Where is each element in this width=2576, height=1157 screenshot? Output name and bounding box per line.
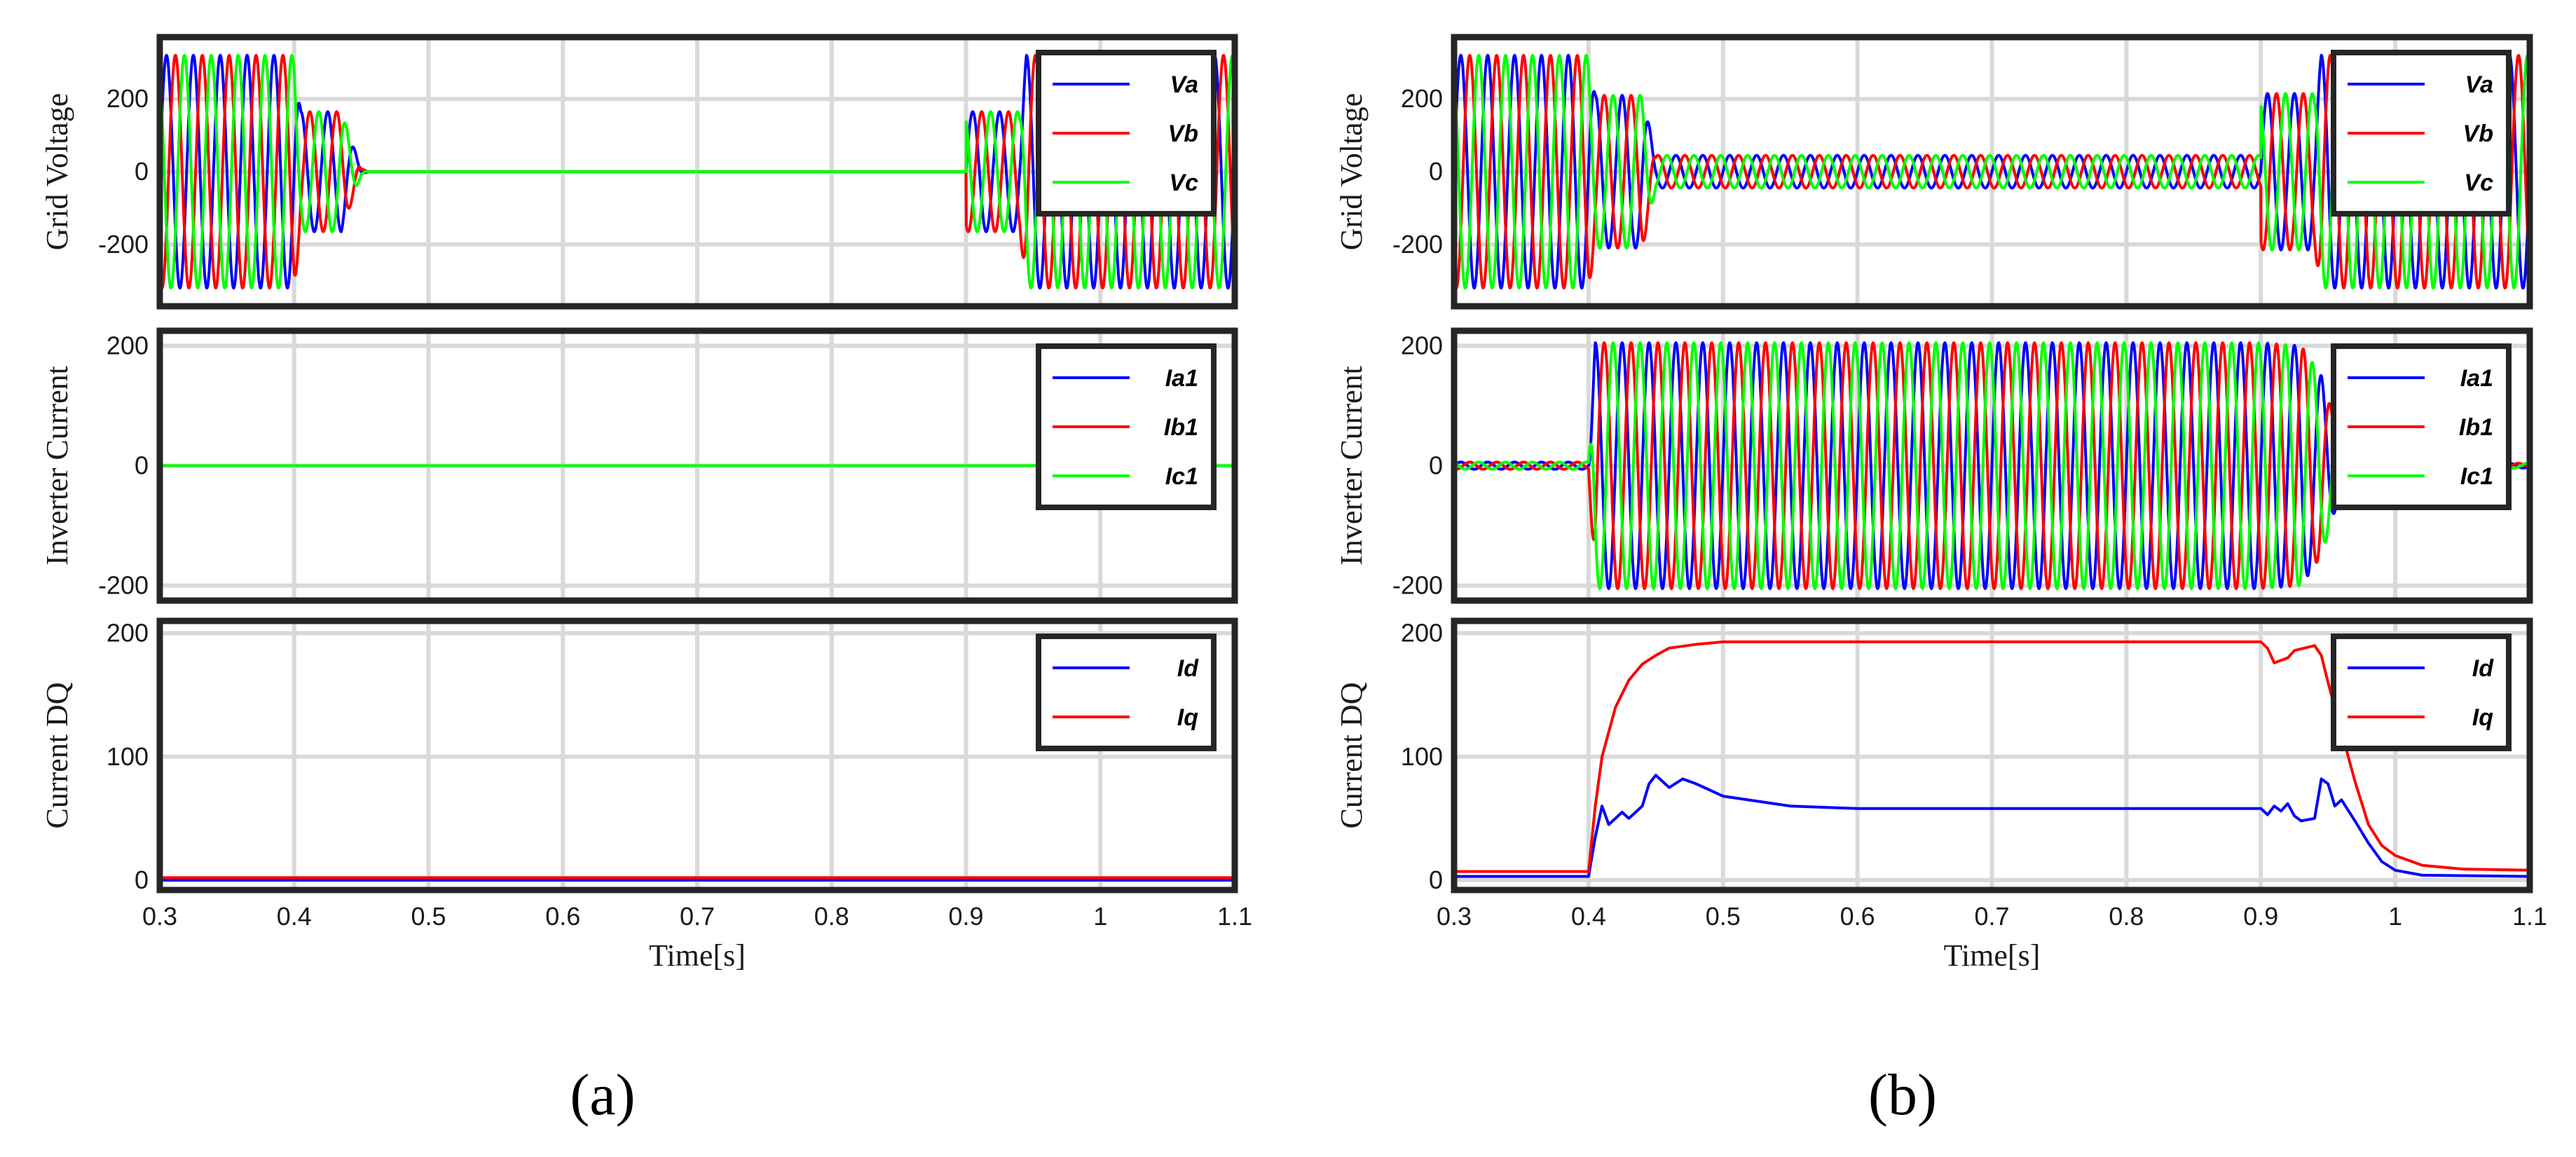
series-vc [1454, 54, 2530, 289]
y-tick-label: 200 [1401, 84, 1443, 113]
chart-b-1: 200 0 -200 Grid Voltage Va Vb Vc [1334, 34, 2533, 310]
axes-frame [156, 617, 1238, 894]
legend-label-id: Id [1177, 655, 1199, 682]
y-tick-label: 0 [135, 865, 149, 894]
legend-label-ic1: Ic1 [1165, 463, 1198, 490]
x-tick-label: 1.1 [1217, 902, 1252, 931]
y-tick-label: 200 [1401, 619, 1443, 648]
legend-box [2331, 634, 2512, 751]
legend-label-ib1: Ib1 [1164, 414, 1198, 441]
y-tick-label: 200 [107, 619, 149, 648]
plot-area [1454, 640, 2530, 878]
series-vc [160, 54, 1235, 289]
y-tick-label: -200 [98, 230, 149, 259]
legend: Ia1 Ib1 Ic1 [2331, 343, 2512, 510]
x-axis-label: Time[s] [1944, 938, 2041, 973]
y-axis-label: Current DQ [40, 682, 74, 828]
series-iq [1454, 640, 2530, 873]
legend-label-va: Va [1170, 71, 1198, 98]
legend-label-va: Va [2465, 71, 2493, 98]
panel-b: 200 0 -200 Grid Voltage Va Vb Vc 200 0 -200 Invert… [1334, 34, 2547, 973]
y-axis-label: Grid Voltage [40, 93, 74, 250]
legend-box [1036, 634, 1217, 751]
axes-frame [1451, 34, 2533, 310]
x-tick-label: 1 [1093, 902, 1107, 931]
legend-label-ia1: Ia1 [2460, 365, 2493, 392]
x-tick-label: 0.9 [2243, 902, 2278, 931]
y-tick-label: 200 [1401, 331, 1443, 360]
x-axis-label: Time[s] [649, 938, 746, 973]
x-tick-label: 0.4 [277, 902, 312, 931]
legend-label-vb: Vb [1168, 121, 1198, 147]
x-tick-label: 0.3 [1437, 902, 1472, 931]
panel-a: 200 0 -200 Grid Voltage Va Vb Vc 200 0 -200 Invert… [40, 34, 1252, 973]
legend: Va Vb Vc [1036, 50, 1217, 217]
y-tick-label: 0 [135, 157, 149, 186]
legend: Id Iq [2331, 634, 2512, 751]
y-axis-label: Grid Voltage [1334, 93, 1369, 250]
y-tick-label: 200 [107, 84, 149, 113]
x-tick-label: 0.7 [680, 902, 715, 931]
legend-label-vc: Vc [1169, 170, 1198, 196]
chart-a-1: 200 0 -200 Grid Voltage Va Vb Vc [40, 34, 1238, 310]
x-tick-label: 0.7 [1974, 902, 2009, 931]
y-axis-label: Inverter Current [40, 366, 74, 566]
x-tick-label: 0.4 [1571, 902, 1606, 931]
legend: Id Iq [1036, 634, 1217, 751]
x-tick-label: 0.9 [948, 902, 983, 931]
y-tick-label: 0 [1429, 157, 1443, 186]
axes-frame [156, 34, 1238, 310]
panel-label-b: (b) [1868, 1062, 1937, 1128]
y-tick-label: -200 [1392, 571, 1443, 600]
y-tick-label: -200 [98, 571, 149, 600]
panel-label-a: (a) [570, 1062, 635, 1128]
plot-area [160, 876, 1235, 882]
axes-frame [1451, 617, 2533, 894]
y-tick-label: 0 [135, 451, 149, 480]
chart-a-3: 200 100 0 0.3 0.4 0.5 0.6 0.7 0.8 0.9 1 1.1 Current … [40, 617, 1252, 973]
y-tick-label: 0 [1429, 451, 1443, 480]
legend-label-vc: Vc [2464, 170, 2493, 196]
x-tick-label: 0.3 [142, 902, 177, 931]
y-tick-label: -200 [1392, 230, 1443, 259]
x-tick-label: 0.5 [1706, 902, 1741, 931]
y-tick-label: 0 [1429, 865, 1443, 894]
axes-frame [1451, 327, 2533, 604]
x-tick-label: 1.1 [2512, 902, 2547, 931]
y-axis-label: Inverter Current [1334, 366, 1369, 566]
x-tick-label: 1 [2388, 902, 2402, 931]
axes-frame [156, 327, 1238, 604]
x-tick-label: 0.6 [545, 902, 580, 931]
legend-label-vb: Vb [2463, 121, 2493, 147]
legend: Va Vb Vc [2331, 50, 2512, 217]
x-tick-label: 0.5 [411, 902, 446, 931]
chart-a-2: 200 0 -200 Inverter Current Ia1 Ib1 Ic1 [40, 327, 1238, 604]
legend-label-ic1: Ic1 [2460, 463, 2493, 490]
x-tick-label: 0.8 [814, 902, 849, 931]
legend-label-iq: Iq [1177, 704, 1198, 731]
chart-b-3: 200 100 0 0.3 0.4 0.5 0.6 0.7 0.8 0.9 1 1.1 Current … [1334, 617, 2547, 973]
y-tick-label: 100 [1401, 742, 1443, 771]
legend-label-ia1: Ia1 [1165, 365, 1198, 392]
chart-b-2: 200 0 -200 Inverter Current Ia1 Ib1 Ic1 [1334, 327, 2533, 604]
y-axis-label: Current DQ [1334, 682, 1369, 828]
series-id [1454, 774, 2530, 878]
y-tick-label: 200 [107, 331, 149, 360]
x-tick-label: 0.8 [2109, 902, 2144, 931]
legend-label-id: Id [2472, 655, 2494, 682]
y-tick-label: 100 [107, 742, 149, 771]
legend-label-ib1: Ib1 [2459, 414, 2493, 441]
legend: Ia1 Ib1 Ic1 [1036, 343, 1217, 510]
x-tick-label: 0.6 [1840, 902, 1875, 931]
legend-label-iq: Iq [2472, 704, 2493, 731]
